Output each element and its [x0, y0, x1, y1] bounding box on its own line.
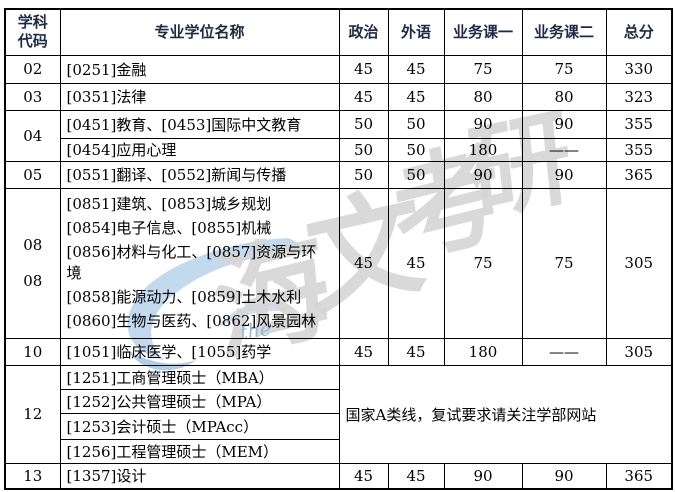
cell-degree-name: [0454]应用心理 — [59, 137, 340, 162]
degree-name-line: [0854]电子信息、[0855]机械 — [66, 219, 272, 237]
table-row: 02 [0251]金融 45 45 75 75 330 — [4, 54, 673, 84]
col-header-course2: 业务课二 — [521, 8, 607, 56]
degree-name-line: [0860]生物与医药、[0862]风景园林 — [66, 312, 317, 330]
cell-degree-name: [1256]工程管理硕士（MEM） — [59, 438, 340, 464]
col-header-politics-label: 政治 — [348, 22, 379, 41]
cell-politics: 45 — [338, 462, 389, 490]
table-row: [1252]公共管理硕士（MPA） — [5, 388, 672, 414]
cell-total: 330 — [605, 54, 673, 84]
col-header-subject-code-line1: 学科 — [17, 13, 48, 32]
cell-code: 13 — [4, 462, 61, 490]
cell-course1: 75 — [443, 187, 523, 339]
cell-code: 05 — [4, 160, 61, 189]
col-header-degree-name-label: 专业学位名称 — [154, 22, 245, 41]
cell-politics: 45 — [338, 187, 389, 339]
cell-total: 305 — [605, 337, 673, 366]
table-row: [1253]会计硕士（MPAcc） — [5, 412, 672, 440]
col-header-total: 总分 — [605, 8, 673, 56]
cell-course1: 90 — [443, 109, 523, 139]
col-header-subject-code: 学科 代码 — [4, 8, 61, 56]
cell-foreign: 45 — [387, 187, 445, 339]
cell-course1: 90 — [443, 160, 523, 189]
degree-name-line: [0851]建筑、[0853]城乡规划 — [66, 195, 272, 213]
cell-course1: 80 — [443, 82, 523, 111]
cell-total: 323 — [605, 82, 673, 111]
table-row: 05 [0551]翻译、[0552]新闻与传播 50 50 90 90 365 — [4, 160, 673, 189]
col-header-foreign-language-label: 外语 — [400, 22, 431, 41]
degree-name-line: [0858]能源动力、[0859]土木水利 — [66, 288, 302, 306]
table-row: [0454]应用心理 50 50 180 —— 355 — [5, 137, 673, 162]
col-header-foreign-language: 外语 — [387, 8, 445, 56]
cell-course2: 75 — [521, 187, 607, 339]
cell-course2: —— — [521, 337, 607, 366]
cell-total: 365 — [605, 462, 673, 490]
table-row: 08 08 [0851]建筑、[0853]城乡规划 [0854]电子信息、[08… — [4, 187, 673, 339]
cell-foreign: 50 — [387, 137, 445, 162]
cell-course2: —— — [521, 137, 607, 162]
cell-total: 305 — [605, 187, 673, 339]
cell-course2: 90 — [521, 462, 607, 490]
cell-politics: 50 — [338, 160, 389, 189]
cell-foreign: 45 — [387, 54, 445, 84]
cell-course2: 90 — [521, 109, 607, 139]
cell-code: 12 — [4, 364, 61, 464]
cell-politics: 45 — [338, 82, 389, 111]
table-row: [1256]工程管理硕士（MEM） — [5, 438, 672, 464]
cell-degree-name: [1252]公共管理硕士（MPA） — [59, 388, 340, 414]
cell-degree-name: [0351]法律 — [59, 82, 340, 111]
cell-degree-name: [1253]会计硕士（MPAcc） — [59, 412, 340, 440]
col-header-course2-label: 业务课二 — [533, 22, 594, 41]
cell-degree-name: [1051]临床医学、[1055]药学 — [59, 337, 340, 366]
table-row: 04 [0451]教育、[0453]国际中文教育 50 50 90 90 355 — [4, 109, 673, 162]
cell-total: 355 — [605, 137, 673, 162]
cell-course1: 180 — [443, 137, 523, 162]
cell-degree-name: [0551]翻译、[0552]新闻与传播 — [59, 160, 340, 189]
cell-code: 08 08 — [4, 187, 61, 339]
col-header-politics: 政治 — [338, 8, 389, 56]
col-header-degree-name: 专业学位名称 — [59, 8, 340, 56]
degree-name-line: [0856]材料与化工、[0857]资源与环境 — [66, 243, 317, 282]
cell-code: 04 — [4, 109, 61, 162]
cell-degree-name: [1357]设计 — [59, 462, 340, 490]
col-header-course1: 业务课一 — [443, 8, 523, 56]
table-row: 03 [0351]法律 45 45 80 80 323 — [4, 82, 673, 111]
cell-foreign: 45 — [387, 82, 445, 111]
cell-code: 02 — [4, 54, 61, 84]
cell-total: 365 — [605, 160, 673, 189]
scoreline-table: 学科 代码 专业学位名称 政治 外语 业务课一 业务课二 总分 02 [0251… — [4, 8, 673, 490]
cell-degree-name: [1251]工商管理硕士（MBA） — [59, 364, 340, 390]
table-row: 10 [1051]临床医学、[1055]药学 45 45 180 —— 305 — [4, 337, 673, 366]
col-header-course1-label: 业务课一 — [452, 22, 513, 41]
cell-foreign: 45 — [387, 462, 445, 490]
cell-degree-name: [0451]教育、[0453]国际中文教育 — [59, 109, 340, 139]
col-header-subject-code-line2: 代码 — [17, 32, 48, 51]
cell-course2: 75 — [521, 54, 607, 84]
cell-national-line-note: 国家A类线，复试要求请关注学部网站 — [338, 364, 673, 464]
cell-code: 10 — [4, 337, 61, 366]
cell-degree-names: [0851]建筑、[0853]城乡规划 [0854]电子信息、[0855]机械 … — [59, 187, 340, 339]
col-header-total-label: 总分 — [623, 22, 654, 41]
cell-course2: 90 — [521, 160, 607, 189]
code-line: 08 — [23, 236, 43, 254]
cell-course1: 90 — [443, 462, 523, 490]
cell-foreign: 50 — [387, 109, 445, 139]
cell-total: 355 — [605, 109, 673, 139]
code-line: 08 — [23, 272, 43, 290]
cell-foreign: 50 — [387, 160, 445, 189]
cell-politics: 45 — [338, 54, 389, 84]
cell-foreign: 45 — [387, 337, 445, 366]
cell-politics: 50 — [338, 109, 389, 139]
cell-degree-name: [0251]金融 — [59, 54, 340, 84]
table-row: 13 [1357]设计 45 45 90 90 365 — [4, 462, 673, 490]
table-row: 12 [1251]工商管理硕士（MBA） 国家A类线，复试要求请关注学部网站 — [4, 364, 673, 464]
cell-course1: 180 — [443, 337, 523, 366]
cell-politics: 45 — [338, 337, 389, 366]
cell-course2: 80 — [521, 82, 607, 111]
cell-code: 03 — [4, 82, 61, 111]
cell-course1: 75 — [443, 54, 523, 84]
cell-politics: 50 — [338, 137, 389, 162]
header-row: 学科 代码 专业学位名称 政治 外语 业务课一 业务课二 总分 — [4, 8, 673, 56]
